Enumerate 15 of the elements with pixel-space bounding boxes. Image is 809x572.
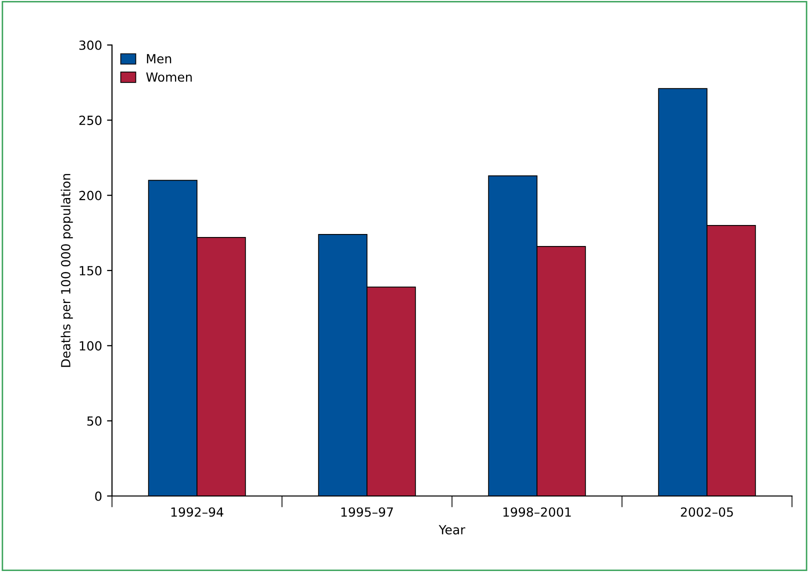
x-tick-label: 1995–97 <box>341 507 393 517</box>
y-tick-label: 0 <box>95 491 102 501</box>
x-tick-label: 1998–2001 <box>503 507 571 517</box>
x-tick-label: 1992–94 <box>171 507 224 517</box>
legend-label: Men <box>146 54 172 64</box>
y-tick-label: 150 <box>80 266 102 276</box>
legend-label: Women <box>146 72 192 82</box>
y-tick-label: 200 <box>79 190 102 200</box>
x-tick-label: 2002–05 <box>680 507 733 517</box>
y-tick-label: 300 <box>79 40 102 50</box>
y-axis-title: Deaths per 100 000 population <box>60 174 73 367</box>
y-tick-label: 50 <box>87 416 102 426</box>
x-axis-title: Year <box>438 525 466 534</box>
y-tick-label: 100 <box>80 341 102 351</box>
y-tick-label: 250 <box>79 116 102 126</box>
